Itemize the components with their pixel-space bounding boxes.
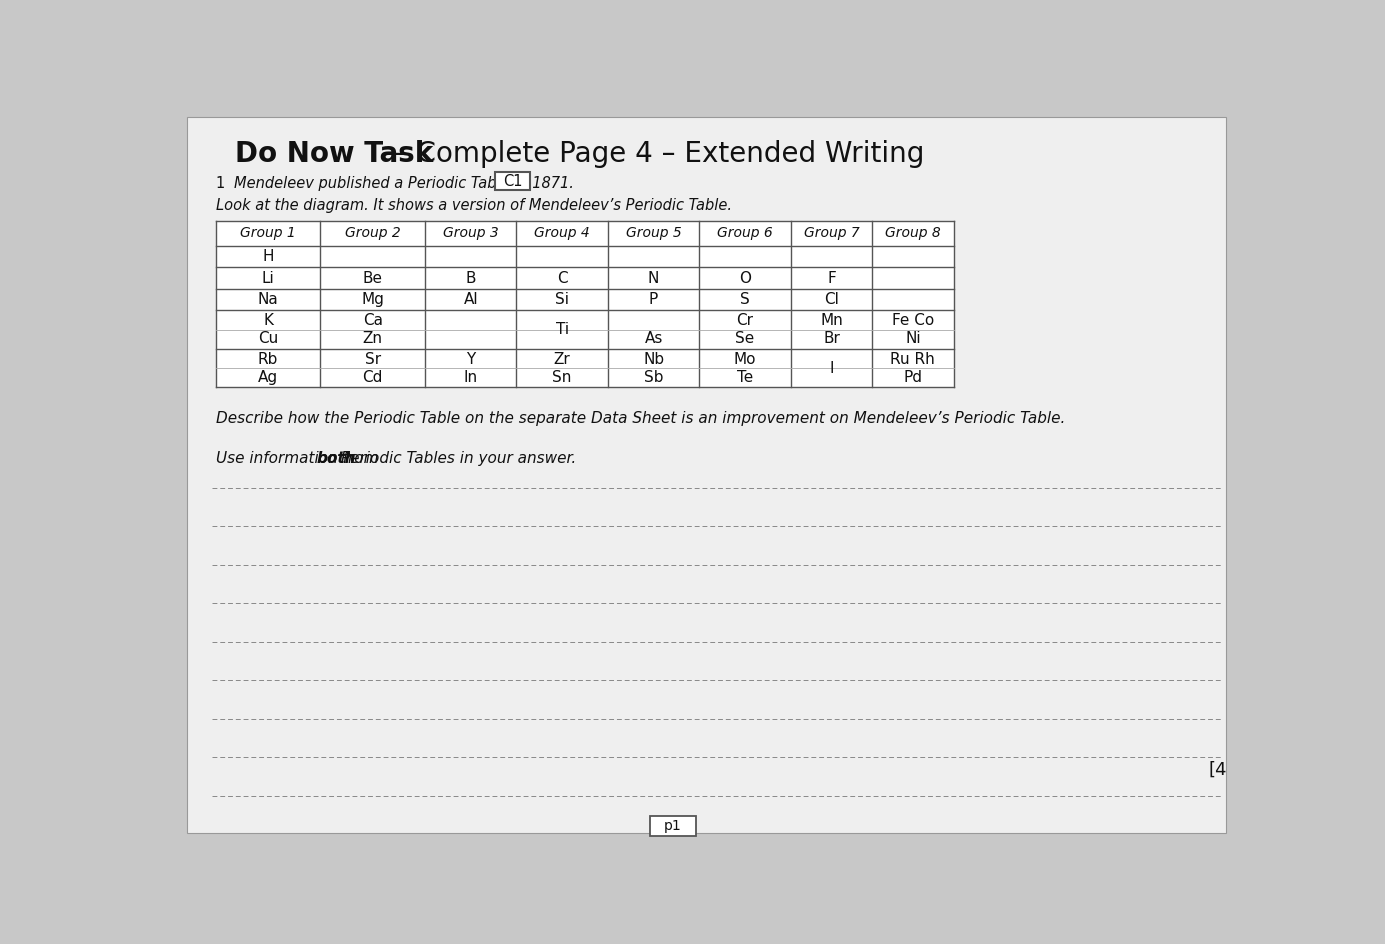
Text: Periodic Tables in your answer.: Periodic Tables in your answer.	[337, 450, 576, 465]
Text: Do Now Task: Do Now Task	[235, 141, 434, 168]
Text: Group 3: Group 3	[443, 227, 499, 241]
Text: Use information from: Use information from	[216, 450, 384, 465]
Text: Mn: Mn	[820, 313, 843, 329]
Text: Nb: Nb	[643, 352, 665, 367]
Text: Rb: Rb	[258, 352, 278, 367]
Text: Cd: Cd	[363, 369, 382, 384]
Text: Pd: Pd	[903, 369, 922, 384]
Text: Group 1: Group 1	[240, 227, 296, 241]
Text: Se: Se	[735, 331, 755, 346]
Text: Group 5: Group 5	[626, 227, 681, 241]
Text: Ti: Ti	[555, 322, 569, 337]
Text: Mo: Mo	[734, 352, 756, 367]
Text: Cl: Cl	[824, 292, 839, 307]
Text: K: K	[263, 313, 273, 329]
Text: Cu: Cu	[258, 331, 278, 346]
Text: S: S	[740, 292, 749, 307]
Text: Mendeleev published a Periodic Table in 1871.: Mendeleev published a Periodic Table in …	[234, 177, 573, 192]
Text: Ru Rh: Ru Rh	[891, 352, 935, 367]
Text: Cr: Cr	[737, 313, 753, 329]
Text: B: B	[465, 271, 476, 285]
Text: Sr: Sr	[364, 352, 381, 367]
Text: N: N	[648, 271, 659, 285]
Text: [4: [4	[1209, 761, 1227, 779]
Bar	[216, 221, 953, 387]
Text: Ni: Ni	[904, 331, 921, 346]
Text: P: P	[650, 292, 658, 307]
Text: Group 2: Group 2	[345, 227, 400, 241]
Text: Fe Co: Fe Co	[892, 313, 933, 329]
Text: Li: Li	[262, 271, 274, 285]
Text: Group 8: Group 8	[885, 227, 940, 241]
Text: Ag: Ag	[258, 369, 278, 384]
Text: O: O	[740, 271, 751, 285]
Text: In: In	[464, 369, 478, 384]
Text: Look at the diagram. It shows a version of Mendeleev’s Periodic Table.: Look at the diagram. It shows a version …	[216, 198, 731, 213]
Text: Sn: Sn	[553, 369, 572, 384]
Text: F: F	[827, 271, 837, 285]
Text: Na: Na	[258, 292, 278, 307]
Text: Zn: Zn	[363, 331, 382, 346]
Bar	[494, 172, 530, 191]
Text: Zr: Zr	[554, 352, 571, 367]
Text: H: H	[262, 249, 274, 264]
Text: I: I	[830, 361, 834, 376]
Text: Be: Be	[363, 271, 382, 285]
Text: Group 6: Group 6	[717, 227, 773, 241]
Text: Ca: Ca	[363, 313, 382, 329]
Text: both: both	[317, 450, 356, 465]
Text: Sb: Sb	[644, 369, 663, 384]
Text: p1: p1	[665, 818, 681, 833]
Text: Describe how the Periodic Table on the separate Data Sheet is an improvement on : Describe how the Periodic Table on the s…	[216, 411, 1065, 426]
Text: 1: 1	[216, 177, 224, 192]
Text: Al: Al	[464, 292, 478, 307]
Bar	[650, 816, 697, 835]
Text: Si: Si	[555, 292, 569, 307]
Text: – Complete Page 4 – Extended Writing: – Complete Page 4 – Extended Writing	[385, 141, 924, 168]
Text: As: As	[644, 331, 663, 346]
Text: Mg: Mg	[361, 292, 384, 307]
Text: Br: Br	[823, 331, 839, 346]
Text: Group 7: Group 7	[803, 227, 859, 241]
Text: Y: Y	[467, 352, 475, 367]
Text: Group 4: Group 4	[535, 227, 590, 241]
Text: Te: Te	[737, 369, 753, 384]
Text: C1: C1	[503, 174, 522, 189]
Text: C: C	[557, 271, 568, 285]
